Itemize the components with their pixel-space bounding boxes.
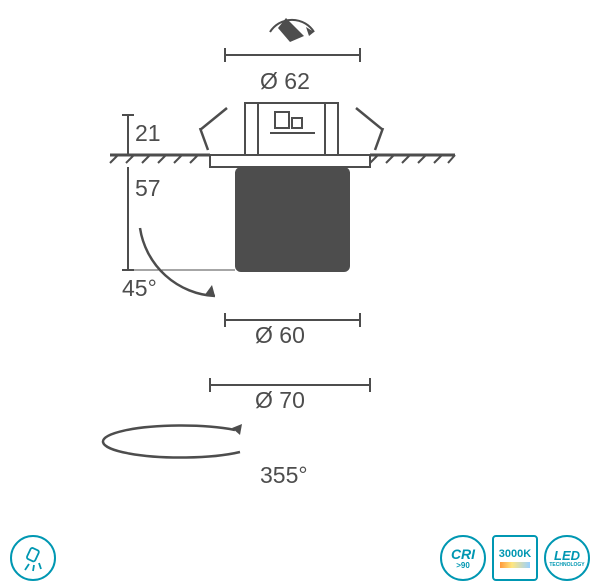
kelvin-spectrum-icon <box>500 562 530 568</box>
flange <box>210 155 370 167</box>
housing-top <box>200 103 383 155</box>
led-label: LED <box>554 549 580 562</box>
technical-diagram <box>0 0 600 587</box>
cri-badge: CRI >90 <box>440 535 486 581</box>
tilt-icon <box>270 18 314 42</box>
badge-row: CRI >90 3000K LED TECHNOLOGY <box>440 535 590 581</box>
led-sub: TECHNOLOGY <box>549 562 584 568</box>
rotation-ellipse <box>103 424 242 458</box>
cri-sub: >90 <box>456 561 470 570</box>
spotlight-badge <box>10 535 56 581</box>
kelvin-badge: 3000K <box>492 535 538 581</box>
cylinder-body <box>235 167 350 272</box>
kelvin-label: 3000K <box>499 548 531 560</box>
led-badge: LED TECHNOLOGY <box>544 535 590 581</box>
cri-label: CRI <box>451 547 475 561</box>
tilt-arc <box>140 228 215 296</box>
